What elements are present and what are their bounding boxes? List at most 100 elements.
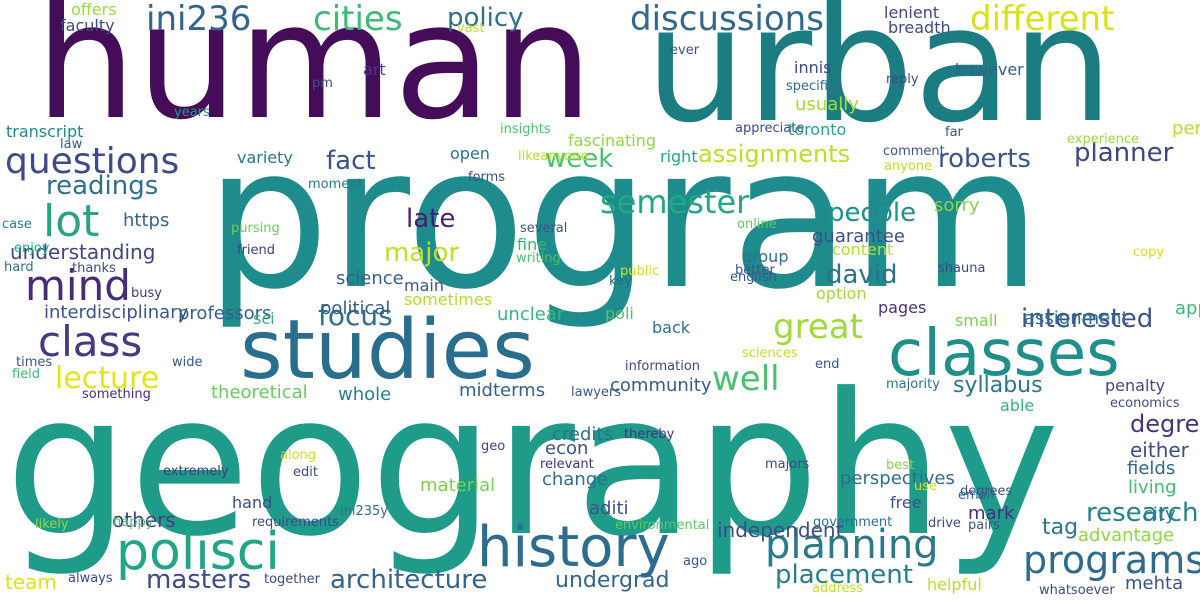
- word: small: [955, 311, 998, 330]
- word: writing: [516, 251, 561, 266]
- word: fact: [326, 146, 376, 176]
- word: guarantee: [812, 226, 905, 247]
- word: https: [123, 210, 170, 231]
- word: free: [890, 493, 922, 512]
- word: understanding: [10, 240, 156, 264]
- word: pursing: [231, 221, 280, 236]
- word: science: [336, 268, 404, 289]
- word: mark: [968, 503, 1015, 524]
- word: fascinating: [568, 131, 656, 150]
- word: something: [82, 387, 151, 402]
- word: mehta: [1125, 573, 1184, 594]
- word: moment: [308, 177, 363, 192]
- word: experience: [1067, 132, 1140, 147]
- word: perspectives: [840, 468, 955, 489]
- word: back: [652, 318, 691, 337]
- word: usually: [795, 94, 859, 115]
- word: better: [735, 263, 775, 278]
- word: friend: [237, 243, 276, 258]
- word: week: [545, 144, 614, 174]
- word: english: [730, 270, 777, 285]
- word: city: [1143, 504, 1176, 525]
- word: assignment: [1024, 308, 1129, 329]
- word: along: [280, 448, 317, 463]
- word: hard: [4, 260, 34, 275]
- word: planner: [1074, 138, 1174, 168]
- word: environmental: [615, 518, 710, 533]
- word: likeanyone: [518, 149, 589, 164]
- word: readings: [46, 171, 159, 201]
- word: likely: [35, 517, 69, 532]
- word: busy: [131, 286, 162, 301]
- word: relevant: [540, 457, 594, 472]
- word: mind: [25, 261, 131, 310]
- word: professors: [178, 303, 272, 324]
- word: enjoy: [14, 241, 50, 256]
- word: lawyers: [571, 385, 622, 400]
- word: forms: [468, 170, 506, 185]
- word: cities: [313, 0, 403, 39]
- word: degrees: [960, 484, 1013, 499]
- word: hand: [232, 493, 273, 512]
- word: happy: [113, 515, 154, 530]
- word: personally: [1172, 118, 1200, 139]
- word: drive: [928, 516, 961, 531]
- word: shauna: [938, 261, 986, 276]
- word: masters: [146, 565, 252, 595]
- word: material: [420, 475, 496, 496]
- word: case: [2, 217, 32, 232]
- word: end: [815, 357, 840, 372]
- word: use: [914, 479, 938, 494]
- word: majority: [886, 377, 940, 392]
- word: specifics: [786, 79, 842, 94]
- word: ini235y: [340, 504, 388, 519]
- word: change: [542, 469, 609, 490]
- word: assignments: [698, 140, 851, 168]
- word: penalty: [1105, 376, 1166, 395]
- word: sorry: [934, 195, 980, 216]
- word: key: [609, 274, 632, 289]
- word: years: [174, 105, 210, 120]
- word: human: [35, 0, 594, 155]
- word: either: [1130, 438, 1189, 462]
- word: theoretical: [211, 382, 308, 403]
- word: pm: [312, 76, 333, 91]
- word: anyone: [884, 159, 933, 174]
- word: approachable: [1175, 298, 1200, 319]
- word: content: [832, 240, 894, 259]
- word: tag: [1042, 515, 1079, 540]
- word: online: [737, 217, 777, 232]
- word: requirements: [252, 515, 339, 530]
- word: placement: [775, 560, 913, 590]
- word: innis: [794, 58, 832, 77]
- word: copy: [1133, 245, 1165, 260]
- word: great: [773, 307, 863, 347]
- word: different: [970, 0, 1115, 39]
- word: vast: [457, 21, 485, 36]
- word: policy: [447, 3, 524, 33]
- word: best: [886, 458, 915, 473]
- word: appreciate: [735, 121, 805, 136]
- word: class: [38, 317, 143, 366]
- word: sci: [253, 309, 275, 328]
- word: far: [945, 125, 963, 140]
- word: art: [363, 60, 386, 79]
- word: aditi: [589, 498, 629, 519]
- word: unclear: [497, 304, 565, 325]
- word: transcript: [6, 122, 84, 141]
- word: econ: [545, 438, 589, 459]
- word: degree: [1130, 410, 1200, 438]
- word: edit: [293, 465, 318, 480]
- word: ini236: [146, 0, 252, 39]
- word: interdisciplinary: [44, 302, 189, 323]
- word: information: [625, 359, 701, 374]
- word: reply: [886, 72, 919, 87]
- word: program: [205, 105, 1042, 333]
- word: credits: [552, 424, 613, 445]
- word: pairs: [968, 518, 1000, 533]
- word: helpful: [927, 575, 982, 594]
- word: lenient: [884, 3, 940, 22]
- word: together: [264, 572, 320, 587]
- word: semester: [600, 183, 750, 221]
- word: studies: [240, 303, 535, 398]
